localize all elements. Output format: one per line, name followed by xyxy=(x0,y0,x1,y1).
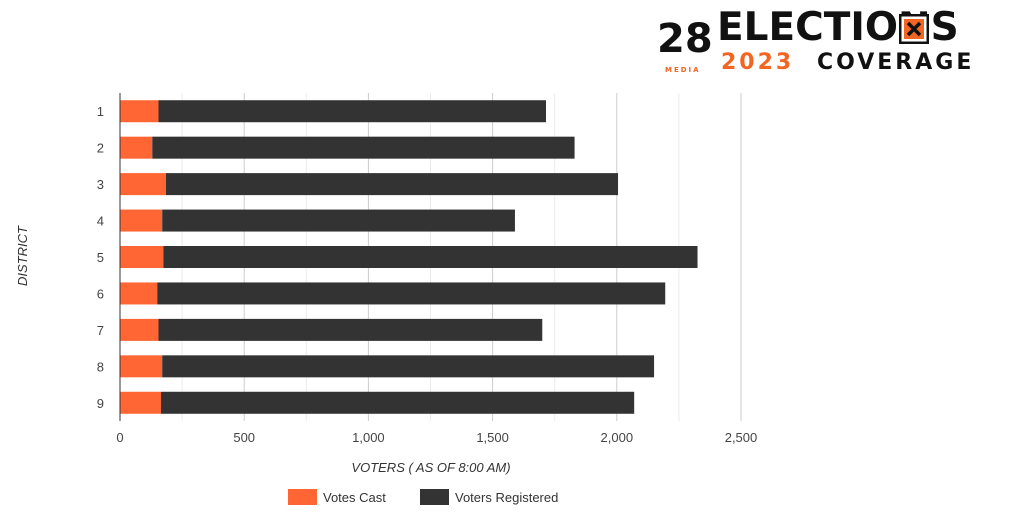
x-tick-label: 1,000 xyxy=(352,430,385,445)
bar-votes-cast-district-7 xyxy=(120,318,159,341)
logo-subtitle: COVERAGE xyxy=(817,50,975,75)
y-tick-labels: 1 2 3 4 5 6 7 8 9 xyxy=(97,104,104,411)
bar-voters-registered-district-3 xyxy=(165,173,619,196)
bar-votes-cast-district-4 xyxy=(120,209,163,232)
bar-votes-cast-district-1 xyxy=(120,100,159,123)
y-tick-label: 2 xyxy=(97,141,104,156)
station-number: 28 xyxy=(657,16,713,62)
y-tick-label: 5 xyxy=(97,250,104,265)
bar-voters-registered-district-6 xyxy=(157,282,666,305)
legend-swatch-voters-registered xyxy=(420,489,449,505)
bar-voters-registered-district-5 xyxy=(163,246,698,268)
station-label: MEDIA xyxy=(665,66,701,74)
bar-voters-registered-district-1 xyxy=(158,100,547,123)
x-axis-title: VOTERS ( AS OF 8:00 AM) xyxy=(351,460,510,475)
y-tick-label: 6 xyxy=(97,286,104,301)
legend-label-votes-cast: Votes Cast xyxy=(323,490,386,505)
bar-voters-registered-district-4 xyxy=(162,209,515,232)
y-tick-label: 9 xyxy=(97,396,104,411)
legend-label-voters-registered: Voters Registered xyxy=(455,490,558,505)
bar-votes-cast-district-8 xyxy=(120,355,163,378)
x-tick-label: 1,500 xyxy=(476,430,509,445)
bar-votes-cast-district-9 xyxy=(120,391,161,414)
x-tick-label: 0 xyxy=(116,430,123,445)
logo-year: 2023 xyxy=(721,50,795,75)
y-axis-title: DISTRICT xyxy=(15,225,30,286)
elections-logo: 28 MEDIA ELECTIONS 2023 COVERAGE xyxy=(655,5,1000,78)
y-tick-label: 3 xyxy=(97,177,104,192)
x-tick-labels: 0 500 1,000 1,500 2,000 2,500 xyxy=(116,430,757,445)
bar-voters-registered-district-7 xyxy=(158,318,543,341)
bar-voters-registered-district-8 xyxy=(162,355,655,378)
bar-voters-registered-district-2 xyxy=(152,136,575,159)
bar-voters-registered-district-9 xyxy=(160,391,635,414)
y-tick-label: 4 xyxy=(97,214,104,229)
ballot-x-icon xyxy=(899,14,929,44)
y-tick-label: 8 xyxy=(97,359,104,374)
bar-votes-cast-district-5 xyxy=(120,246,164,268)
bar-votes-cast-district-6 xyxy=(120,282,158,305)
y-tick-label: 1 xyxy=(97,104,104,119)
y-tick-label: 7 xyxy=(97,323,104,338)
legend-swatch-votes-cast xyxy=(288,489,317,505)
x-tick-label: 500 xyxy=(233,430,255,445)
bar-votes-cast-district-2 xyxy=(120,136,153,159)
x-tick-label: 2,000 xyxy=(601,430,634,445)
x-tick-label: 2,500 xyxy=(725,430,758,445)
station-logo-icon: 28 MEDIA xyxy=(657,16,713,74)
bars xyxy=(120,100,698,414)
bar-votes-cast-district-3 xyxy=(120,173,166,196)
legend: Votes Cast Voters Registered xyxy=(288,489,558,505)
